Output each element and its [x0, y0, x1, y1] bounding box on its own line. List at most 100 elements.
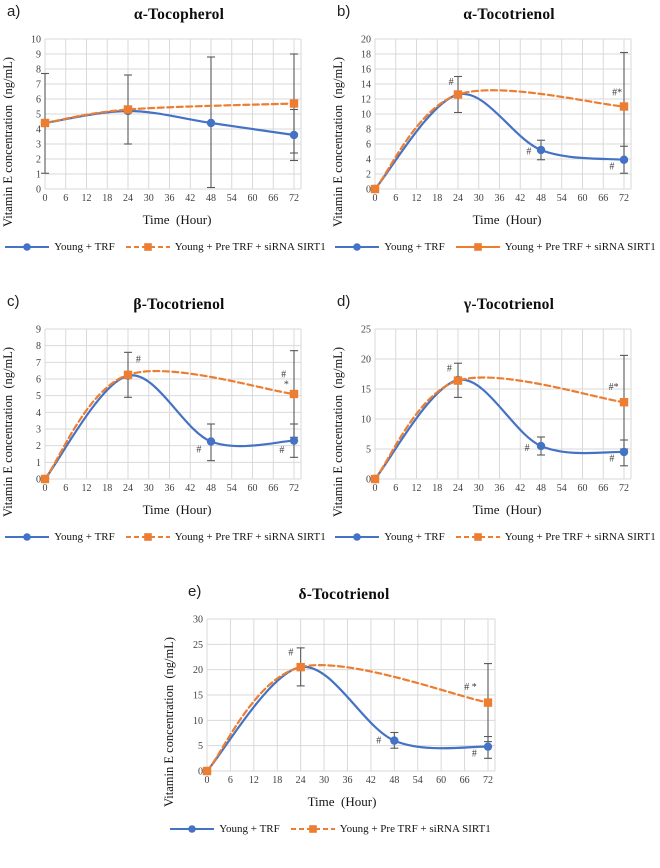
x-tick-label: 60	[436, 775, 446, 786]
x-tick-label: 12	[412, 193, 422, 204]
x-axis-label: Time (Hour)	[142, 212, 212, 227]
chart-area: 0 6 12 18 24 30 36 42 48 54 60 66 72 0 2 4 6 8 10 12 14 16 18 2…	[348, 32, 660, 211]
data-marker-square	[296, 662, 305, 672]
data-marker-square	[619, 102, 629, 111]
y-tick-label: 20	[193, 665, 203, 676]
chart-title-alpha-tocotrienol: α-Tocotrienol	[463, 6, 555, 23]
y-tick-label: 5	[36, 391, 41, 402]
figure-row-2: c) β-Tocotrienol Vitamin E concentration…	[0, 290, 660, 580]
significance-annotation: #	[281, 369, 286, 380]
y-tick-label: 7	[36, 80, 41, 91]
x-tick-label: 42	[185, 193, 195, 204]
y-tick-label: 9	[36, 325, 41, 336]
legend-item-2: Young + Pre TRF + siRNA SIRT1	[125, 531, 326, 543]
x-tick-label: 66	[268, 193, 278, 204]
chart-area: 0 6 12 18 24 30 36 42 48 54 60 66 72 0 5 10 15 20 25 # # #* #	[348, 322, 660, 501]
x-tick-label: 42	[515, 193, 525, 204]
series-line-1	[373, 378, 626, 481]
x-tick-label: 18	[432, 193, 442, 204]
x-tick-label: 48	[536, 483, 546, 494]
data-marker-circle	[390, 736, 399, 745]
series-line-2	[373, 376, 626, 481]
y-tick-label: 10	[193, 716, 203, 727]
data-marker-square	[289, 99, 299, 108]
y-tick-label: 0	[366, 475, 371, 486]
significance-annotation: #*	[609, 382, 619, 393]
figure-row-1: a) α-Tocopherol Vitamin E concentration …	[0, 0, 660, 290]
line-chart-gamma-tocotrienol: 0 6 12 18 24 30 36 42 48 54 60 66 72 0 5 10 15 20 25 # # #* #	[361, 325, 632, 494]
significance-annotation: #	[136, 354, 141, 365]
data-marker-square	[123, 370, 133, 380]
x-tick-label: 24	[123, 193, 133, 204]
data-marker-circle	[483, 742, 493, 751]
x-tick-label: 12	[82, 483, 92, 494]
y-tick-label: 8	[36, 341, 41, 352]
data-marker-circle	[536, 441, 546, 451]
legend-label-2: Young + Pre TRF + siRNA SIRT1	[339, 823, 491, 835]
data-marker-square	[202, 766, 212, 776]
panel-c-beta-tocotrienol: c) β-Tocotrienol Vitamin E concentration…	[0, 290, 330, 580]
significance-annotation: #	[609, 162, 614, 173]
x-tick-label: 60	[578, 193, 588, 204]
x-tick-label: 60	[578, 483, 588, 494]
chart-title-delta-tocotrienol: δ-Tocotrienol	[298, 586, 390, 603]
x-tick-label: 0	[373, 193, 378, 204]
legend-label-2: Young + Pre TRF + siRNA SIRT1	[504, 531, 656, 543]
y-tick-label: 7	[36, 358, 41, 369]
x-tick-label: 54	[557, 193, 567, 204]
legend-label-2: Young + Pre TRF + siRNA SIRT1	[174, 531, 326, 543]
y-tick-label: 30	[193, 615, 203, 626]
x-tick-label: 54	[227, 483, 237, 494]
x-tick-label: 6	[63, 483, 68, 494]
y-tick-label: 8	[36, 65, 41, 76]
x-tick-label: 48	[389, 775, 399, 786]
data-marker-square	[453, 90, 463, 99]
x-tick-label: 6	[393, 483, 398, 494]
legend-item-2: Young + Pre TRF + siRNA SIRT1	[455, 241, 656, 253]
data-marker-circle	[289, 130, 299, 140]
y-tick-label: 5	[198, 741, 203, 752]
chart-legend: Young + TRF Young + Pre TRF + siRNA SIRT1	[140, 823, 520, 835]
y-tick-label: 2	[366, 170, 371, 181]
legend-line-square-icon	[125, 533, 170, 541]
y-tick-label: 2	[36, 155, 41, 166]
data-marker-square	[40, 474, 50, 484]
x-axis-label: Time (Hour)	[472, 212, 542, 227]
legend-line-circle-icon	[170, 825, 215, 833]
x-tick-label: 66	[460, 775, 470, 786]
significance-annotation: #	[525, 443, 530, 454]
data-marker-circle	[619, 155, 629, 164]
y-tick-label: 0	[36, 185, 41, 196]
x-tick-label: 54	[413, 775, 423, 786]
data-marker-square	[483, 698, 493, 707]
line-chart-alpha-tocotrienol: 0 6 12 18 24 30 36 42 48 54 60 66 720246810121416182…	[361, 35, 632, 204]
y-axis-label: Vitamin E concentration (ng/mL)	[331, 56, 345, 228]
x-tick-label: 66	[598, 193, 608, 204]
legend-item-1: Young + TRF	[334, 531, 445, 543]
legend-line-circle-icon	[335, 243, 380, 251]
x-tick-label: 24	[123, 483, 133, 494]
y-tick-label: 15	[193, 691, 203, 702]
data-marker-square	[289, 389, 299, 399]
legend-item-2: Young + Pre TRF + siRNA SIRT1	[290, 823, 491, 835]
panel-letter-a: a)	[7, 3, 21, 20]
chart-legend: Young + TRF Young + Pre TRF + siRNA SIRT1	[330, 241, 660, 253]
legend-item-1: Young + TRF	[4, 531, 115, 543]
y-tick-label: 6	[366, 140, 371, 151]
x-tick-label: 12	[82, 193, 92, 204]
significance-annotation: #	[196, 444, 201, 455]
y-tick-label: 6	[36, 95, 41, 106]
legend-item-2: Young + Pre TRF + siRNA SIRT1	[455, 531, 656, 543]
data-marker-circle	[206, 437, 216, 446]
x-tick-label: 72	[289, 483, 299, 494]
x-tick-label: 0	[43, 193, 48, 204]
legend-line-square-icon	[455, 243, 500, 251]
chart-legend: Young + TRF Young + Pre TRF + siRNA SIRT1	[330, 531, 660, 543]
x-tick-label: 42	[515, 483, 525, 494]
significance-annotation: *	[284, 379, 289, 390]
y-tick-label: 3	[36, 425, 41, 436]
x-tick-label: 0	[373, 483, 378, 494]
y-tick-label: 20	[361, 355, 371, 366]
